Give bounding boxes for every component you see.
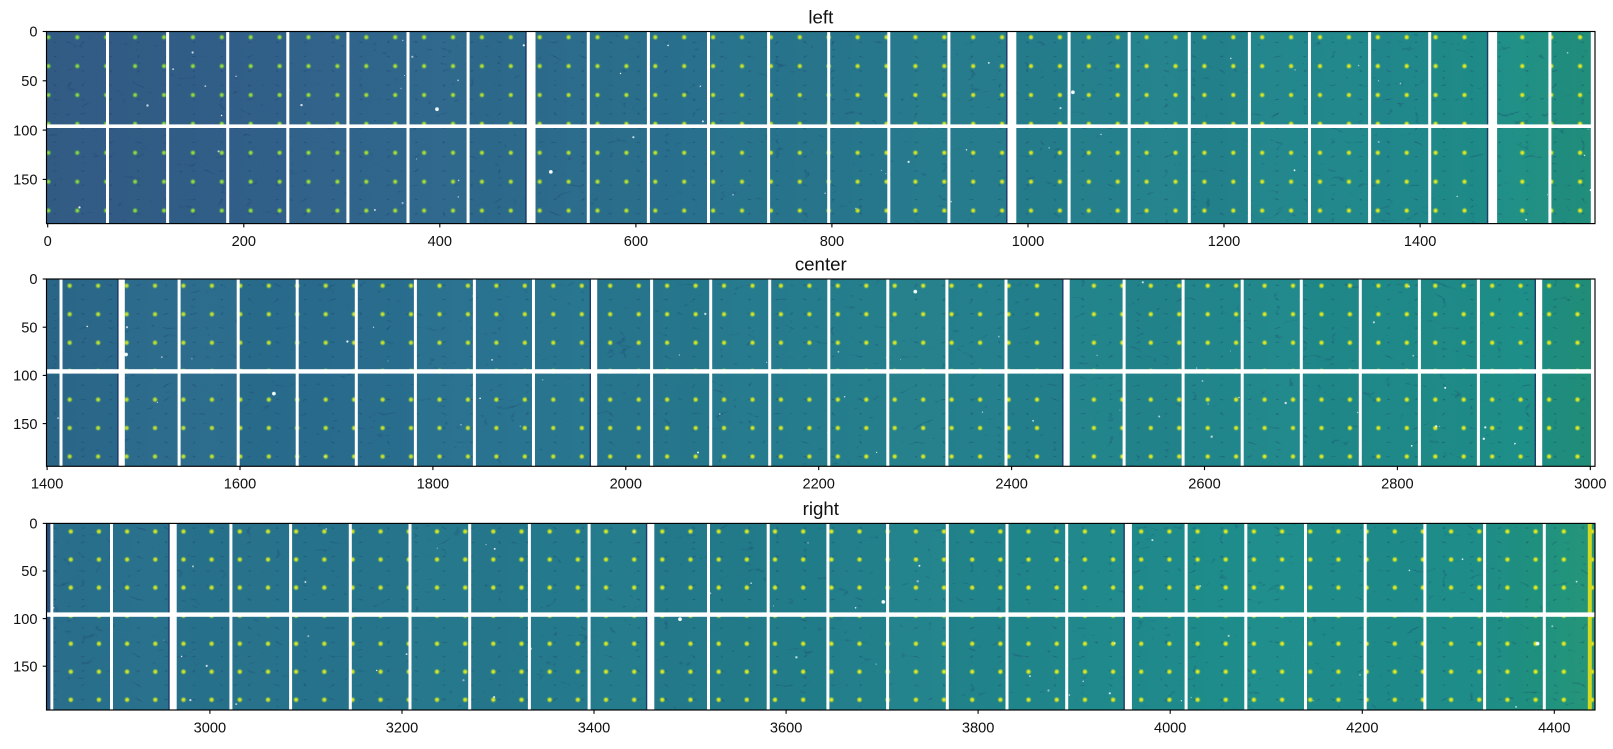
svg-text:2400: 2400 bbox=[995, 477, 1027, 493]
svg-text:100: 100 bbox=[13, 612, 37, 628]
svg-text:left: left bbox=[808, 7, 834, 28]
svg-text:2200: 2200 bbox=[802, 477, 834, 493]
svg-text:150: 150 bbox=[13, 659, 37, 675]
svg-text:200: 200 bbox=[232, 234, 256, 250]
svg-text:100: 100 bbox=[13, 123, 37, 139]
svg-text:1400: 1400 bbox=[31, 477, 63, 493]
svg-text:4000: 4000 bbox=[1154, 720, 1186, 736]
svg-text:50: 50 bbox=[21, 564, 37, 580]
svg-text:0: 0 bbox=[44, 234, 52, 250]
svg-text:400: 400 bbox=[428, 234, 452, 250]
svg-text:50: 50 bbox=[21, 74, 37, 90]
svg-text:1200: 1200 bbox=[1208, 234, 1240, 250]
svg-text:1400: 1400 bbox=[1404, 234, 1436, 250]
svg-text:0: 0 bbox=[29, 517, 37, 533]
svg-text:1000: 1000 bbox=[1012, 234, 1044, 250]
svg-text:4200: 4200 bbox=[1346, 720, 1378, 736]
svg-text:3600: 3600 bbox=[770, 720, 802, 736]
svg-text:4400: 4400 bbox=[1538, 720, 1570, 736]
svg-text:center: center bbox=[795, 253, 847, 274]
svg-text:3000: 3000 bbox=[1574, 477, 1606, 493]
svg-text:0: 0 bbox=[29, 272, 37, 288]
svg-text:right: right bbox=[803, 498, 840, 519]
svg-text:100: 100 bbox=[13, 369, 37, 385]
svg-text:3000: 3000 bbox=[194, 720, 226, 736]
svg-text:800: 800 bbox=[820, 234, 844, 250]
svg-text:2800: 2800 bbox=[1381, 477, 1413, 493]
svg-text:1800: 1800 bbox=[417, 477, 449, 493]
svg-text:150: 150 bbox=[13, 173, 37, 189]
svg-text:2000: 2000 bbox=[610, 477, 642, 493]
svg-text:600: 600 bbox=[624, 234, 648, 250]
svg-text:2600: 2600 bbox=[1188, 477, 1220, 493]
svg-text:1600: 1600 bbox=[224, 477, 256, 493]
svg-text:50: 50 bbox=[21, 320, 37, 336]
svg-text:3400: 3400 bbox=[578, 720, 610, 736]
svg-text:150: 150 bbox=[13, 417, 37, 433]
svg-text:3800: 3800 bbox=[962, 720, 994, 736]
svg-text:3200: 3200 bbox=[386, 720, 418, 736]
svg-text:0: 0 bbox=[29, 25, 37, 41]
